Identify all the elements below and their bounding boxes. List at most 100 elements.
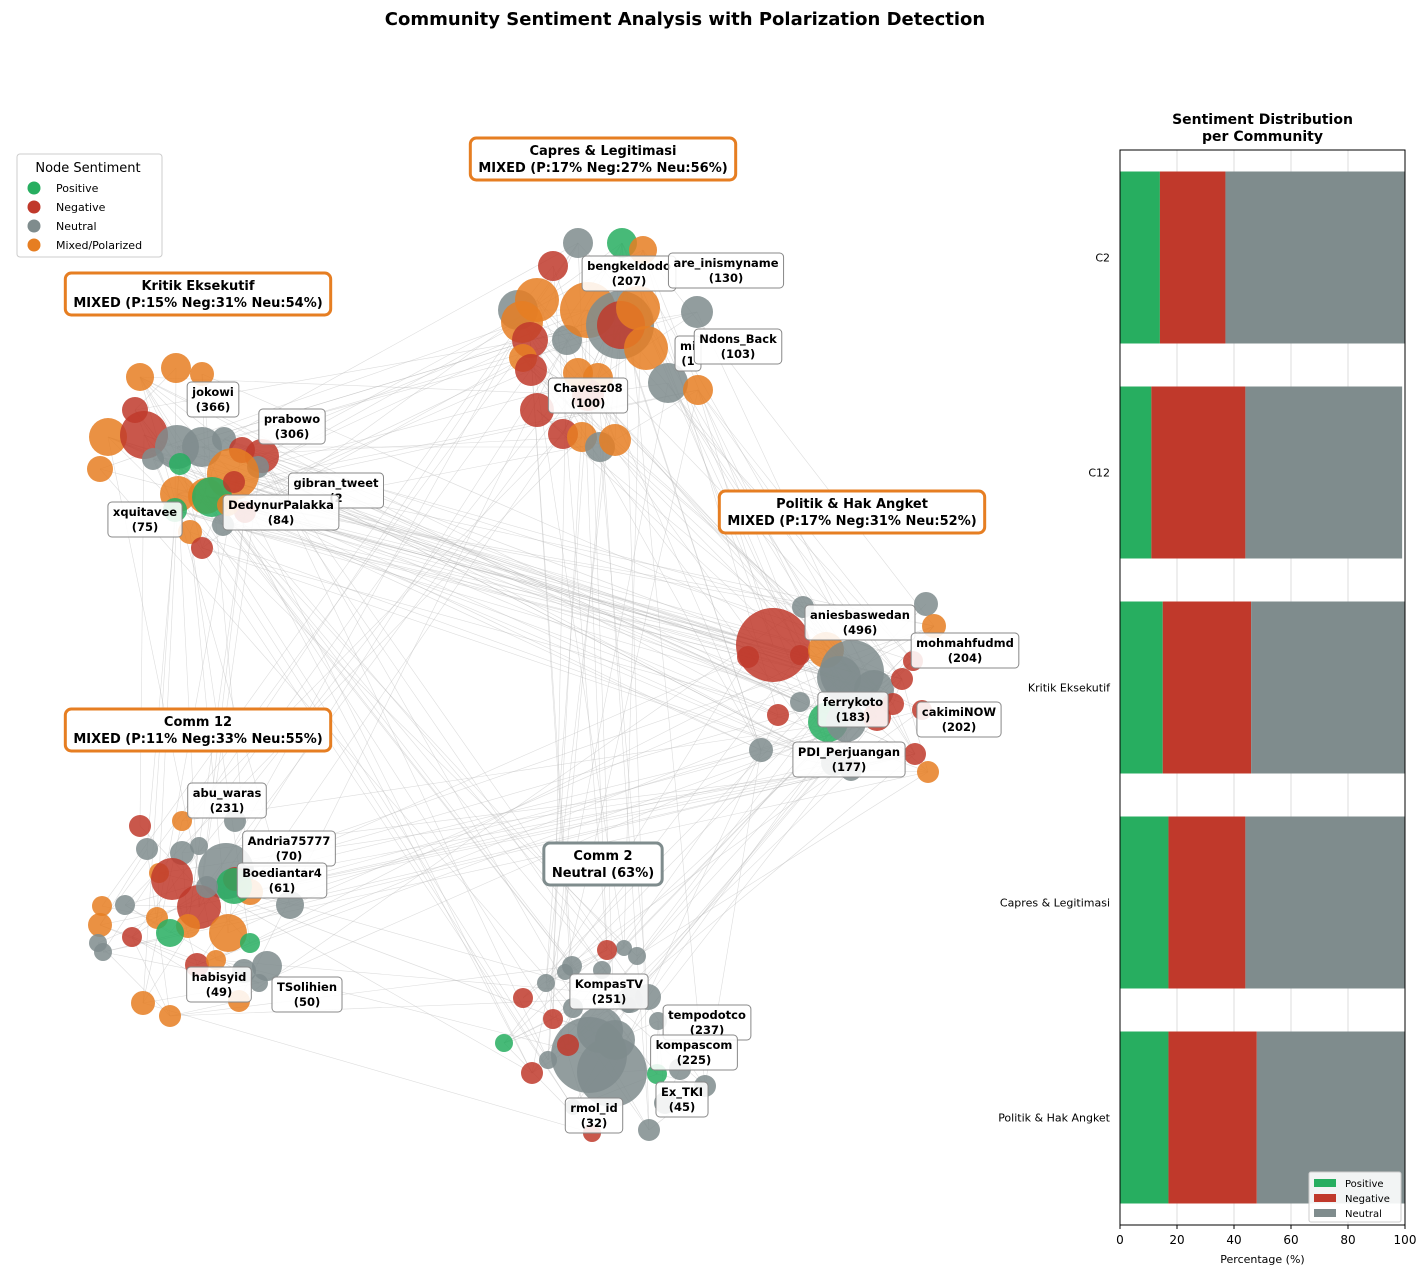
network-edge: [614, 389, 699, 441]
community-box-capres: Capres & Legitimasi MIXED (P:17% Neg:27% …: [468, 136, 738, 182]
node-label-count: (84): [268, 513, 295, 527]
bar-chart-legend-swatch: [1314, 1194, 1336, 1202]
legend-marker-negative: [27, 200, 41, 214]
network-edge: [152, 458, 827, 651]
node-label: tempodotco(237): [662, 1004, 752, 1041]
node-label-name: jokowi: [191, 385, 234, 399]
network-node-comm2: [521, 1062, 543, 1084]
network-edge: [99, 468, 574, 1009]
bar-chart-legend-label: Positive: [1345, 1179, 1384, 1190]
community-box-frame: [63, 271, 333, 317]
network-node-politik: [917, 761, 939, 783]
community-box-summary: MIXED (P:17% Neg:27% Neu:56%): [478, 161, 727, 176]
network-edge: [142, 1002, 593, 1134]
bar-positive: [1120, 171, 1160, 344]
network-edge: [611, 714, 779, 1073]
community-box-title: Capres & Legitimasi: [529, 144, 676, 159]
network-node-comm2: [638, 1119, 660, 1141]
network-edge: [139, 376, 589, 396]
legend-frame: [16, 153, 163, 258]
network-edge: [249, 891, 631, 1001]
community-box-summary: MIXED (P:17% Neg:31% Neu:52%): [727, 514, 976, 529]
community-box-politik: Politik & Hak Angket MIXED (P:17% Neg:31%…: [717, 489, 987, 535]
node-label-count: (32): [581, 1116, 608, 1130]
node-label-box: [655, 1081, 709, 1118]
network-node-labels: bengkeldodo(207)are_inismyname(130)mi(1N…: [107, 252, 1020, 1134]
bar-chart-category-label: Politik & Hak Angket: [998, 1112, 1110, 1125]
node-label-box: [564, 1097, 624, 1134]
network-node-politik: [790, 645, 810, 665]
node-label-count: (202): [942, 720, 977, 734]
node-label-count: (50): [294, 995, 321, 1009]
legend-label-mixed: Mixed/Polarized: [56, 239, 142, 252]
bar-chart-tick-label: 40: [1226, 1233, 1241, 1247]
network-node-kritik: [190, 362, 214, 386]
network-node-comm2: [649, 1012, 667, 1030]
node-label: are_inismyname(130): [667, 252, 785, 289]
network-node-comm12: [129, 815, 151, 837]
network-edge: [169, 721, 847, 934]
node-label-name: cakimiNOW: [922, 705, 996, 719]
network-node-comm12: [92, 896, 112, 916]
node-label-count: (100): [571, 396, 606, 410]
community-box-comm12: Comm 12 MIXED (P:11% Neg:33% Neu:55%): [63, 707, 333, 753]
community-box-title: Comm 12: [164, 715, 232, 730]
network-node-comm12: [209, 914, 247, 952]
node-label: habisyid(49): [186, 966, 252, 1003]
network-edge: [227, 625, 935, 934]
node-label-name: Chavesz08: [553, 381, 622, 395]
node-label-name: abu_waras: [193, 786, 262, 801]
legend-marker-mixed: [27, 238, 41, 252]
network-edge: [225, 625, 935, 872]
network-edge: [620, 324, 762, 751]
network-node-kritik: [87, 456, 113, 482]
network-node-politik: [736, 608, 810, 682]
network-edge: [174, 509, 574, 1108]
network-edge: [261, 455, 549, 1061]
network-edge: [99, 339, 531, 926]
node-label: Andria75777(70): [242, 830, 336, 867]
node-label: ferrykoto(183): [817, 691, 889, 728]
bar-chart-tick-label: 60: [1283, 1233, 1298, 1247]
network-node-comm12: [190, 837, 208, 855]
network-node-comm2: [543, 1009, 563, 1029]
node-label-box: [186, 381, 240, 418]
node-label-box: [916, 701, 1002, 738]
node-label-name: ferrykoto: [823, 695, 883, 709]
network-node-capres: [624, 326, 668, 370]
node-label: DedynurPalakka(84): [222, 494, 340, 531]
node-label-count: (70): [276, 849, 303, 863]
node-label-name: Ndons_Back: [699, 332, 777, 347]
network-edge: [223, 242, 579, 440]
node-label: cakimiNOW(202): [916, 701, 1002, 738]
node-label-count: (130): [709, 271, 744, 285]
network-edge: [522, 677, 840, 999]
node-label-name: KompasTV: [575, 977, 643, 991]
node-label: kompascom(225): [650, 1034, 738, 1071]
bar-chart-legend-label: Negative: [1345, 1194, 1390, 1205]
node-label-name: kompascom: [656, 1038, 733, 1052]
bar-chart-legend-label: Neutral: [1345, 1209, 1382, 1220]
network-node-comm12: [172, 811, 192, 831]
node-label-count: (183): [836, 710, 871, 724]
bar-chart-legend-swatch: [1314, 1179, 1336, 1187]
node-label-name: rmol_id: [570, 1101, 617, 1116]
network-node-capres: [538, 251, 568, 281]
network-edge: [545, 656, 749, 984]
network-node-kritik: [169, 453, 191, 475]
community-box-summary: MIXED (P:11% Neg:33% Neu:55%): [73, 732, 322, 747]
bar-neutral: [1251, 601, 1405, 774]
bar-chart-category-label: Capres & Legitimasi: [1000, 897, 1110, 910]
bar-chart-category-label: Kritik Eksekutif: [1028, 682, 1111, 695]
node-label-box: [236, 862, 328, 899]
network-node-comm12: [136, 838, 158, 860]
network-edge: [101, 242, 579, 907]
network-node-comm2: [539, 1051, 557, 1069]
network-node-comm12: [250, 974, 268, 992]
network-node-politik: [922, 614, 946, 638]
network-edge: [177, 493, 929, 773]
community-box-title: Comm 2: [573, 849, 632, 864]
network-edge: [181, 433, 564, 822]
network-edge: [215, 649, 827, 961]
network-node-kritik: [89, 418, 127, 456]
